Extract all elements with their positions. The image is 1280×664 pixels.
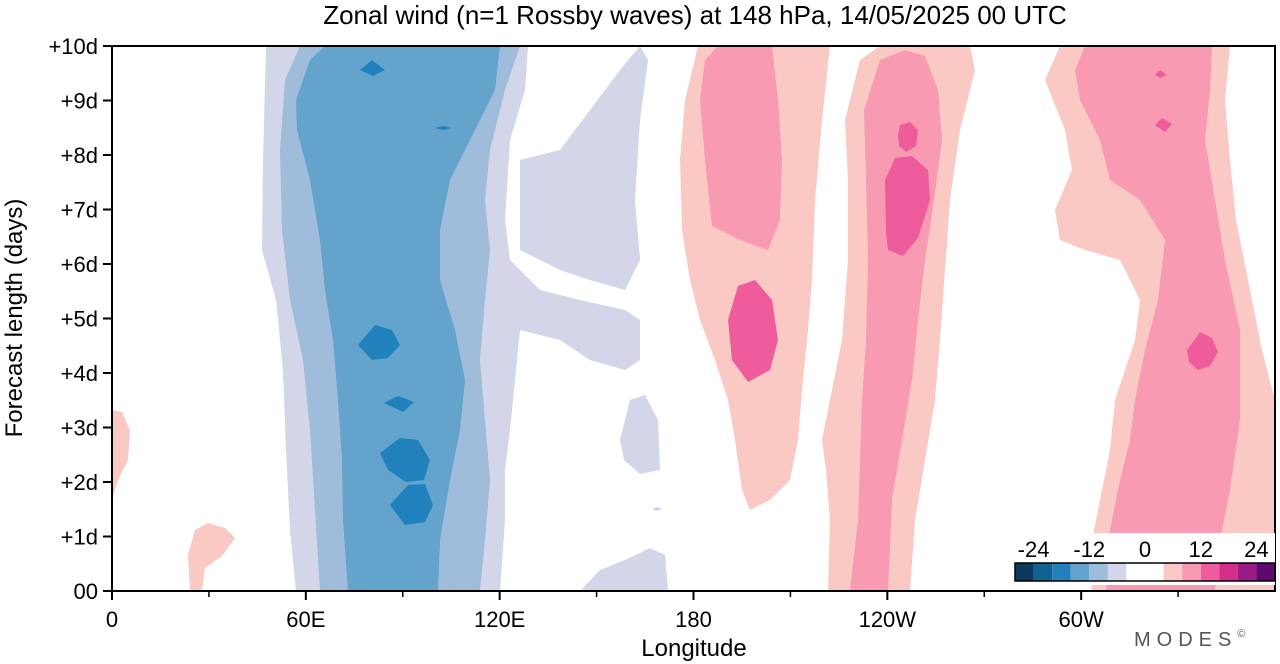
y-tick-label: +10d [48,34,98,59]
colorbar-swatch [1163,563,1183,581]
colorbar-swatch [1256,563,1275,581]
contour-neg-16e [360,60,385,76]
colorbar-swatch [1126,563,1145,581]
colorbar-swatch [1200,563,1220,581]
colorbar-swatch [1182,563,1201,581]
contour-pos-12f [1155,118,1172,132]
colorbar-swatch [1033,563,1053,581]
x-tick-label: 0 [106,607,118,632]
y-tick-label: +7d [61,198,98,223]
y-axis-label: Forecast length (days) [1,199,28,438]
brand-logo: MODES© [1134,628,1251,651]
contour-pos-4d [112,410,130,500]
colorbar-frame [1014,562,1276,582]
contour-neg-4d [580,548,668,591]
contour-neg-16b [384,396,414,412]
colorbar: -24 -12 0 12 24 [1009,533,1276,585]
colorbar-tick-label: -12 [1073,537,1105,562]
brand-mark: © [1237,628,1251,640]
colorbar-tick-label: 24 [1244,537,1268,562]
colorbar-swatch [1089,563,1108,581]
contour-pos-12d [1187,332,1218,370]
contour-pos-8c [1075,46,1240,591]
contour-neg-4b [520,46,648,290]
colorbar-swatch [1070,563,1090,581]
contour-neg-16f [435,126,452,130]
x-tick-label: 180 [675,607,712,632]
y-tick-label: 00 [74,579,98,604]
y-tick-label: +9d [61,89,98,114]
contour-neg-tiny [652,507,662,511]
contour-neg-16c [380,438,430,482]
y-tick-label: +6d [61,252,98,277]
colorbar-tick-label: -24 [1018,537,1050,562]
colorbar-swatch [1145,563,1164,581]
x-tick-label: 120E [474,607,525,632]
y-tick-label: +1d [61,525,98,550]
x-tick-label: 60E [286,607,325,632]
colorbar-swatch [1052,563,1071,581]
contour-pos-12b [885,156,930,256]
y-tick-label: +3d [61,416,98,441]
contour-neg-16a [358,325,400,360]
x-axis-ticks: 0 60E 120E 180 120W 60W [106,591,1179,632]
colorbar-tick-label: 0 [1139,537,1151,562]
colorbar-swatch [1237,563,1257,581]
contour-pos-12a [728,280,778,382]
chart-title: Zonal wind (n=1 Rossby waves) at 148 hPa… [323,0,1067,30]
y-tick-label: +2d [61,470,98,495]
contour-pos-4e [188,523,235,591]
x-tick-label: 60W [1059,607,1104,632]
colorbar-swatch [1015,563,1034,581]
x-tick-label: 120W [859,607,917,632]
colorbar-swatch [1107,563,1127,581]
contour-neg-4c [620,395,660,474]
y-axis-ticks: 00 +1d +2d +3d +4d +5d +6d +7d +8d +9d +10d [48,34,112,604]
y-tick-label: +4d [61,361,98,386]
contour-fill [112,46,1275,591]
colorbar-swatch [1219,563,1238,581]
contour-neg-12 [296,46,500,591]
brand-name: MODES [1134,629,1237,651]
plot-area: 0 60E 120E 180 120W 60W 00 +1d +2d +3d +4d +5d +6d +… [48,34,1276,632]
contour-pos-12e [1155,70,1167,78]
x-axis-label: Longitude [641,635,746,662]
y-tick-label: +8d [61,143,98,168]
colorbar-tick-label: 12 [1188,537,1212,562]
y-tick-label: +5d [61,307,98,332]
contour-pos-8a [700,46,782,250]
contour-pos-12c [898,122,918,152]
contour-neg-16d [390,484,433,525]
